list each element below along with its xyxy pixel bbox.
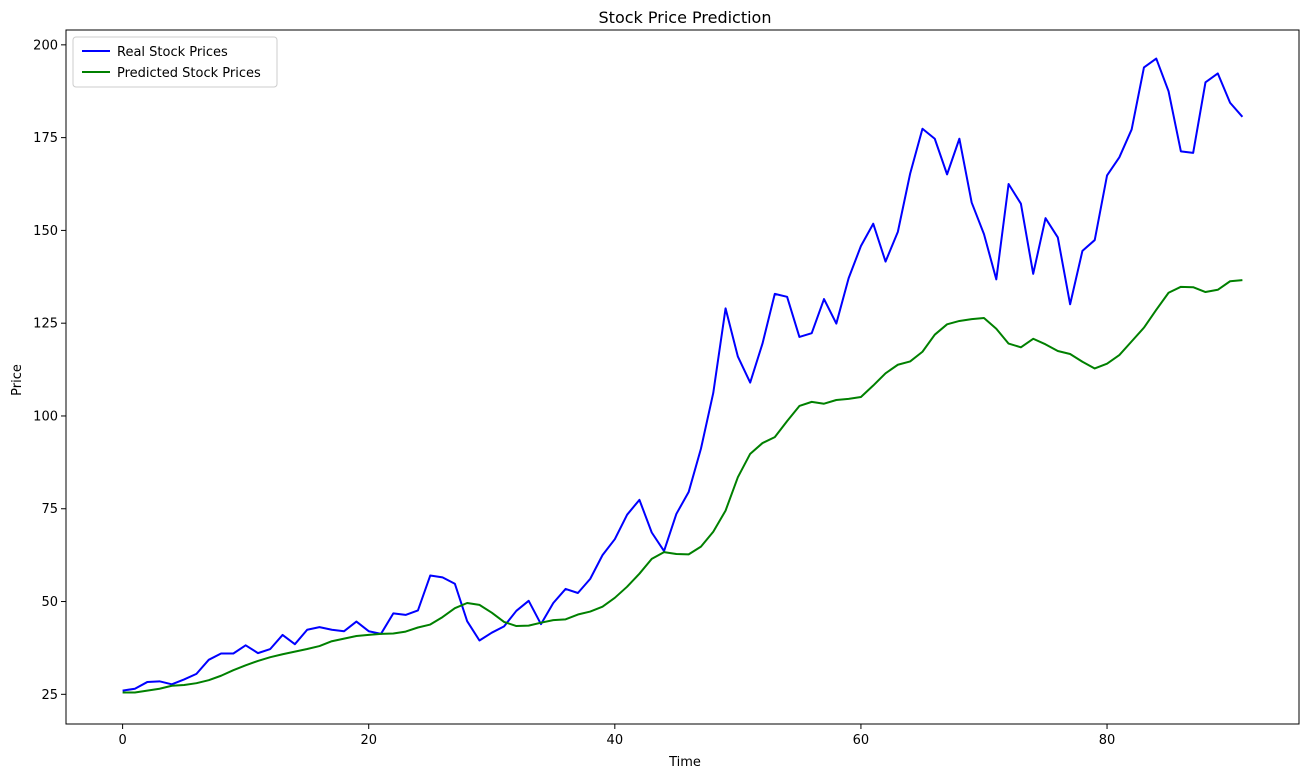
y-tick-label: 75: [41, 502, 58, 517]
series-line-real: [122, 57, 1244, 692]
legend: Real Stock Prices Predicted Stock Prices: [72, 36, 278, 88]
legend-label-real: Real Stock Prices: [117, 45, 228, 60]
plot-lines: [122, 57, 1244, 694]
x-tick-label: 80: [1099, 733, 1116, 748]
x-axis: 0 20 40 60 80: [118, 724, 1115, 748]
plot-frame: [65, 29, 1300, 725]
x-axis-label: Time: [668, 755, 701, 770]
y-tick-label: 50: [41, 595, 58, 610]
y-tick-label: 100: [33, 409, 58, 424]
x-tick-label: 0: [118, 733, 126, 748]
x-tick-label: 40: [607, 733, 624, 748]
y-tick-label: 200: [33, 38, 58, 53]
legend-box: [72, 36, 278, 88]
y-tick-label: 125: [33, 317, 58, 332]
x-tick-label: 20: [360, 733, 377, 748]
x-tick-label: 60: [853, 733, 870, 748]
y-axis-label: Price: [10, 364, 25, 396]
legend-label-predicted: Predicted Stock Prices: [117, 66, 261, 81]
y-tick-label: 150: [33, 224, 58, 239]
chart-title: Stock Price Prediction: [599, 8, 772, 27]
y-axis: 25 50 75 100 125 150 175 200: [33, 38, 66, 703]
series-line-predicted: [122, 279, 1243, 694]
y-tick-label: 175: [33, 131, 58, 146]
y-tick-label: 25: [41, 688, 58, 703]
